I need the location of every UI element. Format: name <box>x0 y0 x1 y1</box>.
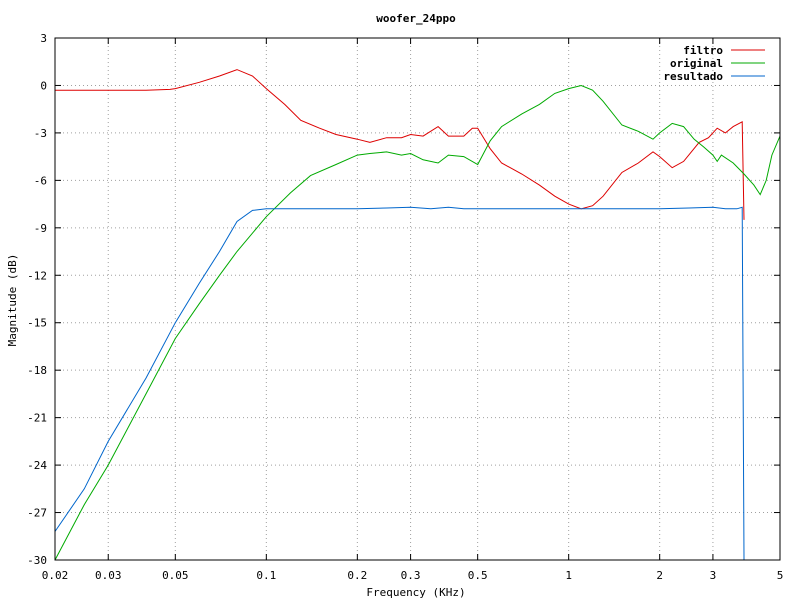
grid <box>55 38 780 560</box>
x-tick-label: 0.2 <box>347 569 367 582</box>
y-axis-tick-labels: 3 0 -3 -6 -9 -12 -15 -18 -21 -24 -27 -30 <box>27 32 47 567</box>
series-line-resultado <box>54 206 745 561</box>
x-tick-label: 5 <box>777 569 784 582</box>
y-tick-label: -18 <box>27 364 47 377</box>
x-tick-label: 0.3 <box>401 569 421 582</box>
y-tick-label: -21 <box>27 412 47 425</box>
y-tick-label: 3 <box>40 32 47 45</box>
x-axis-label: Frequency (KHz) <box>366 586 465 599</box>
axis-ticks <box>54 37 781 561</box>
y-tick-label: -9 <box>34 222 47 235</box>
x-tick-label: 3 <box>710 569 717 582</box>
y-tick-label: -15 <box>27 317 47 330</box>
y-tick-label: -27 <box>27 507 47 520</box>
series-line-filtro <box>55 69 745 220</box>
plot-area <box>54 69 781 561</box>
y-tick-label: -3 <box>34 127 47 140</box>
y-axis-label: Magnitude (dB) <box>6 254 19 347</box>
legend-label-filtro: filtro <box>683 44 723 57</box>
x-tick-label: 0.05 <box>162 569 189 582</box>
x-tick-label: 2 <box>656 569 663 582</box>
y-tick-label: 0 <box>40 79 47 92</box>
chart-title: woofer_24ppo <box>376 12 456 25</box>
x-tick-label: 0.03 <box>95 569 122 582</box>
x-tick-label: 1 <box>565 569 572 582</box>
x-tick-label: 0.1 <box>256 569 276 582</box>
x-tick-label: 0.02 <box>42 569 69 582</box>
x-tick-label: 0.5 <box>468 569 488 582</box>
series-line-original <box>54 84 781 561</box>
y-tick-label: -6 <box>34 174 47 187</box>
x-axis-tick-labels: 0.02 0.03 0.05 0.1 0.2 0.3 0.5 1 2 3 5 <box>42 569 784 582</box>
plot-frame <box>54 37 781 561</box>
legend-label-original: original <box>670 57 723 70</box>
y-tick-label: -30 <box>27 554 47 567</box>
y-tick-label: -12 <box>27 269 47 282</box>
y-tick-label: -24 <box>27 459 47 472</box>
legend-label-resultado: resultado <box>663 70 723 83</box>
